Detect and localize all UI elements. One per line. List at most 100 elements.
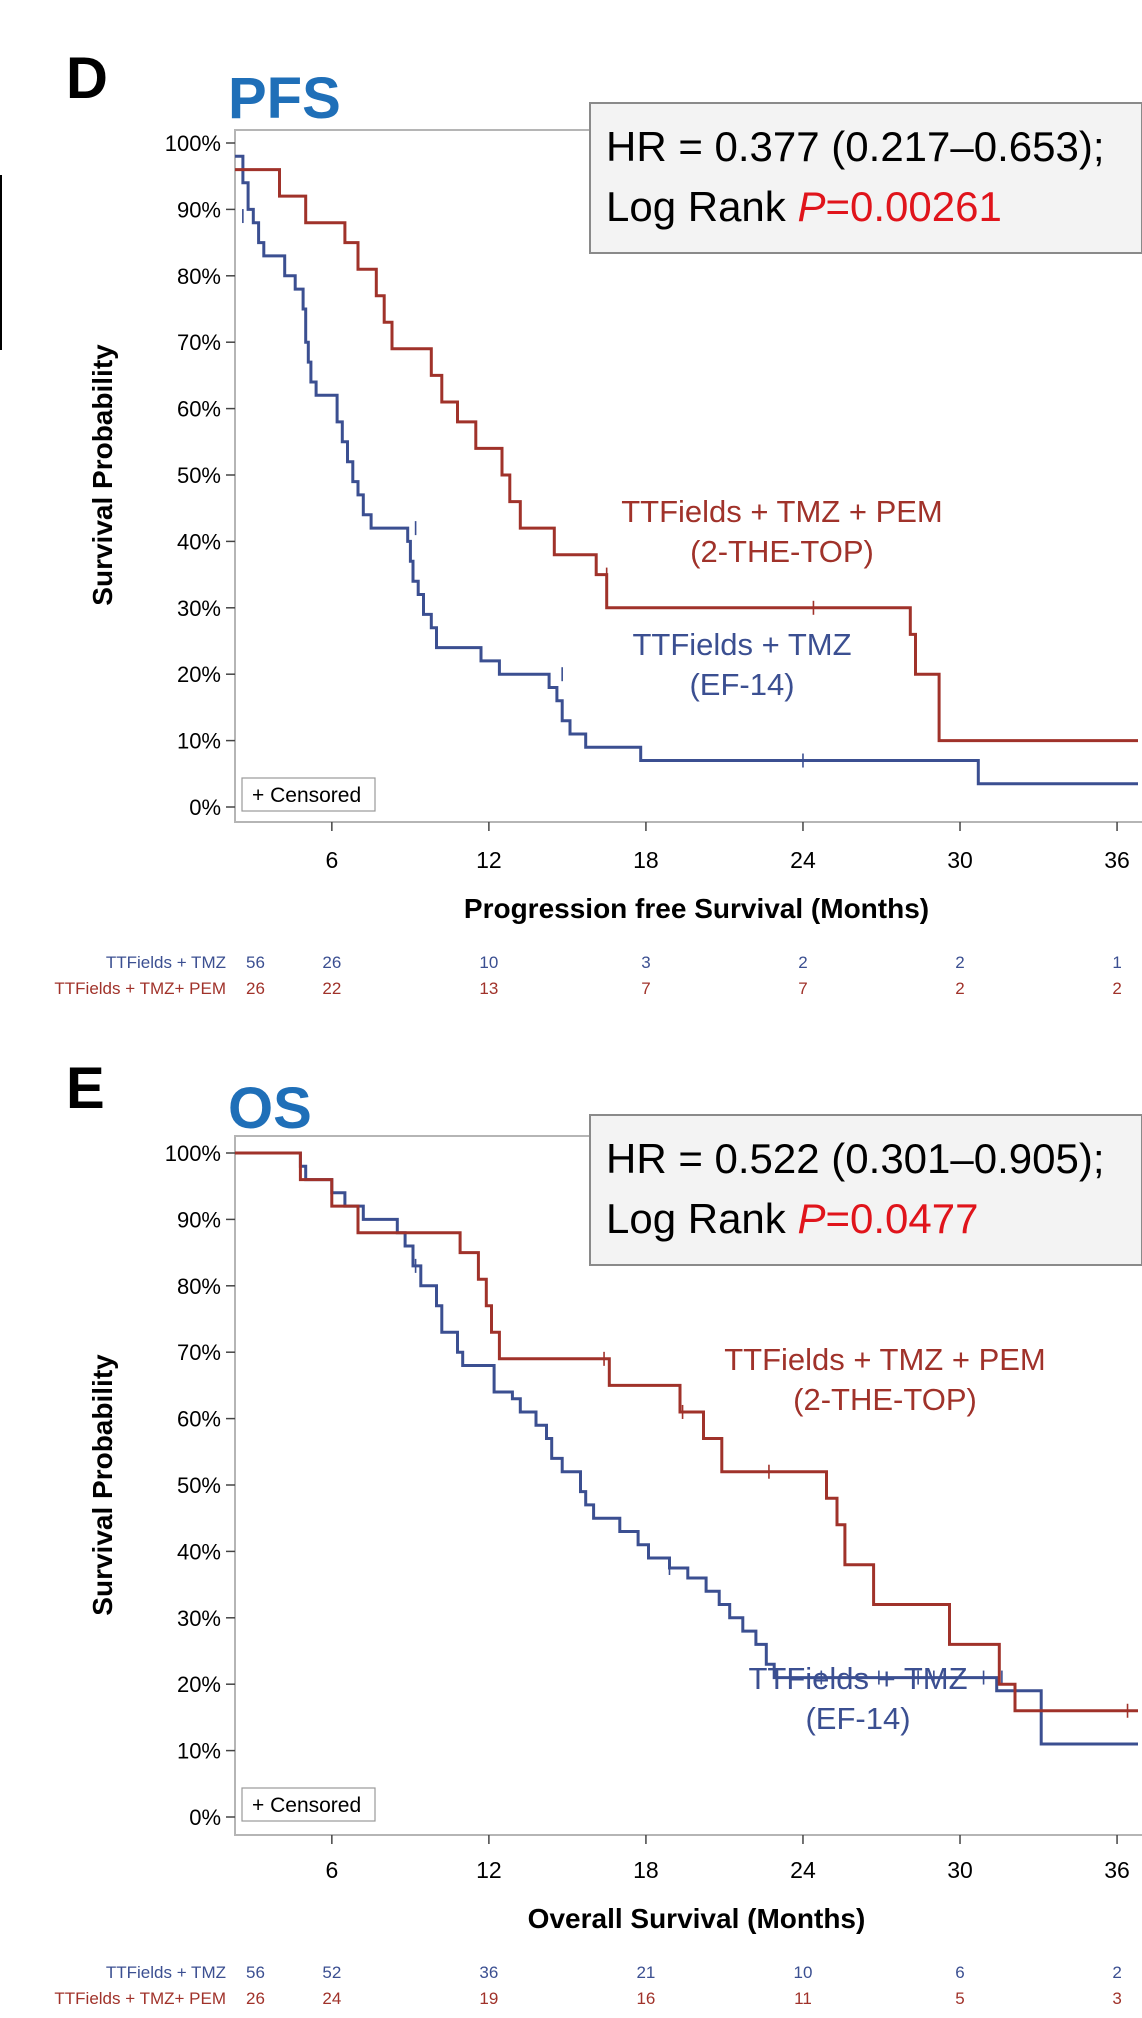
y-tick-label: 100% [165,131,221,156]
os-km-chart: E OS 0% 10% 20% 30% 40% 50% 60% 70% 80% 90% 100% 6 12 1… [54,1056,1142,2008]
tmz-series-label: (EF-14) [689,667,794,702]
risk-count: 6 [955,1963,964,1982]
risk-count: 2 [1112,979,1121,998]
x-tick-label: 30 [947,847,973,873]
risk-count: 56 [246,953,265,972]
y-tick-label: 20% [177,1672,221,1697]
y-tick-label: 80% [177,264,221,289]
tmz-survival-curve [235,154,1138,786]
panel-letter: D [66,46,108,111]
panel-letter: E [66,1056,105,1121]
p-value: =0.00261 [825,183,1001,230]
risk-row-label-tmz: TTFields + TMZ [106,953,226,972]
y-tick-label: 60% [177,1407,221,1432]
risk-count: 16 [636,1989,655,2008]
y-tick-label: 80% [177,1274,221,1299]
y-tick-label: 90% [177,1207,221,1232]
log-rank-text: Log Rank P=0.00261 [606,183,1002,230]
y-tick-label: 70% [177,1340,221,1365]
x-tick-label: 24 [790,847,816,873]
risk-count: 26 [246,979,265,998]
pem-series-label: TTFields + TMZ + PEM [621,494,943,529]
pem-series-label: (2-THE-TOP) [793,1382,977,1417]
risk-count: 10 [479,953,498,972]
y-tick-label: 60% [177,397,221,422]
x-tick-label: 12 [476,1857,502,1883]
pem-survival-curve [235,1151,1138,1713]
risk-count: 21 [636,1963,655,1982]
risk-count: 22 [322,979,341,998]
p-label: P [797,183,825,230]
log-rank-label: Log Rank [606,183,797,230]
y-tick-label: 10% [177,729,221,754]
tmz-series-label: (EF-14) [805,1701,910,1736]
log-rank-label: Log Rank [606,1195,797,1242]
risk-row-label-pem: TTFields + TMZ+ PEM [54,979,226,998]
risk-count: 26 [246,1989,265,2008]
risk-count: 7 [798,979,807,998]
y-tick-label: 50% [177,1473,221,1498]
x-tick-label: 6 [325,1857,338,1883]
x-tick-label: 36 [1104,847,1130,873]
y-tick-label: 50% [177,463,221,488]
y-tick-label: 0% [189,795,221,820]
risk-count: 19 [479,1989,498,2008]
censored-legend: + Censored [252,784,361,807]
p-value: =0.0477 [825,1195,978,1242]
stats-box [589,102,1142,254]
y-axis-label: Survival Probability [87,344,118,606]
cropped-edge-line [0,175,2,350]
os-panel: E OS 0% 10% 20% 30% 40% 50% 60% 70% 80% 90% 100% 6 12 1… [0,1010,1142,2013]
pfs-panel: D PFS 0% 10% 20% 30% 40% 50% 60% 70% 80% 90% 100% 6 12… [54,46,1142,998]
y-axis-label: Survival Probability [87,1354,118,1616]
stats-box [589,1114,1142,1266]
x-tick-label: 12 [476,847,502,873]
risk-count: 52 [322,1963,341,1982]
pem-series-label: TTFields + TMZ + PEM [724,1342,1046,1377]
risk-count: 2 [1112,1963,1121,1982]
log-rank-text: Log Rank P=0.0477 [606,1195,978,1242]
risk-count: 3 [641,953,650,972]
censored-legend-box [241,1787,376,1822]
risk-count: 26 [322,953,341,972]
pem-survival-curve [235,168,1138,743]
censored-legend: + Censored [252,1794,361,1817]
y-tick-label: 40% [177,1539,221,1564]
risk-row-label-pem: TTFields + TMZ+ PEM [54,1989,226,2008]
risk-count: 1 [1112,953,1121,972]
x-axis-label: Overall Survival (Months) [528,1903,866,1934]
risk-count: 10 [794,1963,813,1982]
y-tick-label: 30% [177,596,221,621]
risk-count: 2 [955,953,964,972]
risk-count: 2 [798,953,807,972]
risk-row-label-tmz: TTFields + TMZ [106,1963,226,1982]
risk-count: 36 [479,1963,498,1982]
chart-title: PFS [228,66,341,131]
risk-count: 24 [322,1989,341,2008]
y-tick-label: 90% [177,197,221,222]
censored-legend-box [241,777,376,812]
x-tick-label: 18 [633,847,659,873]
risk-count: 11 [794,1989,812,2008]
risk-count: 13 [479,979,498,998]
x-axis-label: Progression free Survival (Months) [464,893,929,924]
x-tick-label: 36 [1104,1857,1130,1883]
risk-count: 3 [1112,1989,1121,2008]
x-tick-label: 24 [790,1857,816,1883]
x-tick-label: 18 [633,1857,659,1883]
p-label: P [797,1195,825,1242]
y-tick-label: 0% [189,1805,221,1830]
y-tick-label: 30% [177,1606,221,1631]
risk-count: 7 [641,979,650,998]
y-tick-label: 20% [177,662,221,687]
risk-count: 56 [246,1963,265,1982]
y-tick-label: 70% [177,330,221,355]
tmz-series-label: TTFields + TMZ [748,1661,967,1696]
tmz-series-label: TTFields + TMZ [632,627,851,662]
y-tick-label: 100% [165,1141,221,1166]
risk-count: 5 [955,1989,964,2008]
pem-series-label: (2-THE-TOP) [690,534,874,569]
x-tick-label: 30 [947,1857,973,1883]
y-tick-label: 40% [177,529,221,554]
